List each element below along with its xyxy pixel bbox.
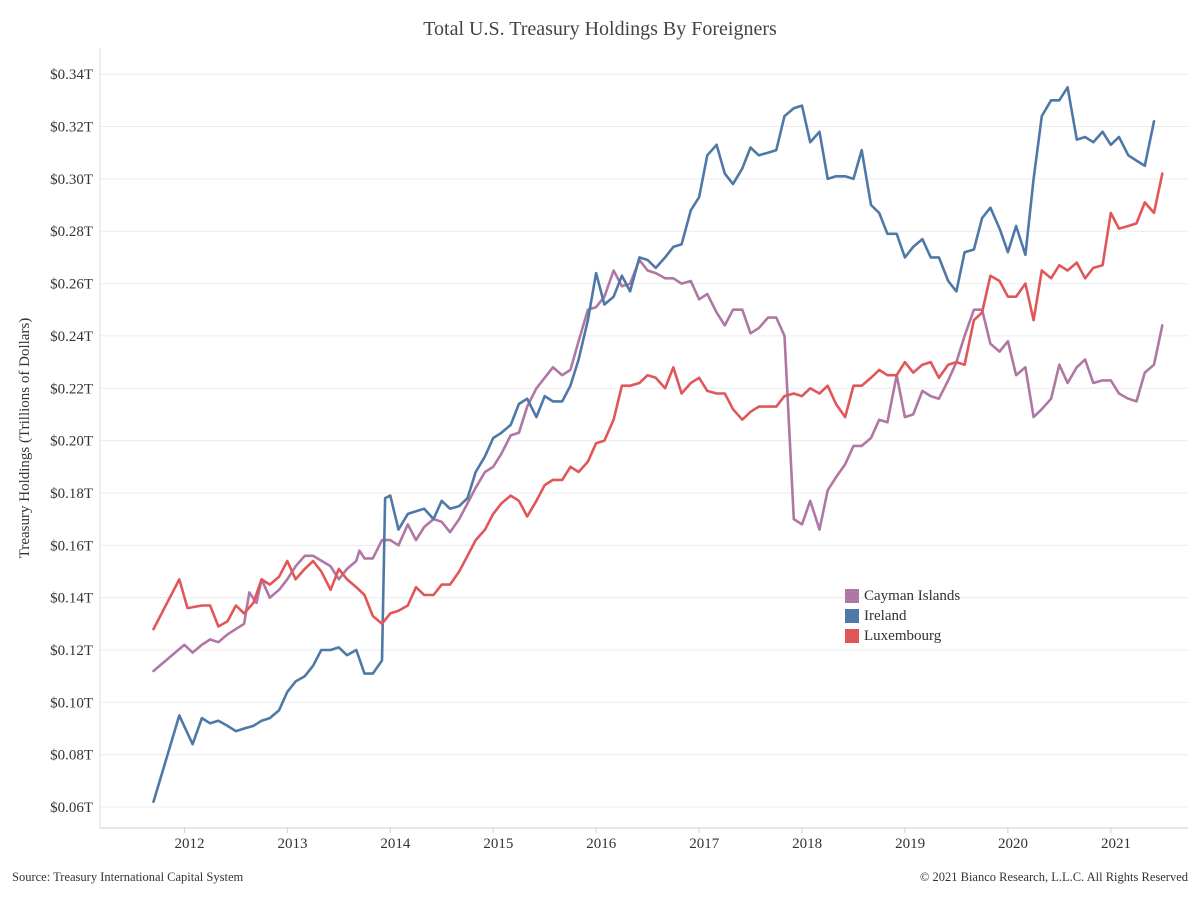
legend-swatch-ireland [845,609,859,623]
x-tick-label: 2021 [1101,836,1131,852]
legend-swatch-luxembourg [845,629,859,643]
legend: Cayman Islands Ireland Luxembourg [845,586,960,646]
x-tick-label: 2018 [792,836,822,852]
copyright-note: © 2021 Bianco Research, L.L.C. All Right… [919,870,1188,884]
y-tick-label: $0.08T [50,748,93,764]
source-note: Source: Treasury International Capital S… [12,870,244,884]
legend-label: Cayman Islands [864,587,961,604]
axes: $0.06T $0.08T $0.10T $0.12T $0.14T $0.16T $0.1… [50,48,1188,852]
y-axis-label: Treasury Holdings (Trillions of Dollars) [17,318,33,559]
series-line-ireland [152,86,1156,804]
y-tick-label: $0.18T [50,486,93,502]
y-tick-label: $0.16T [50,538,93,554]
y-tick-label: $0.34T [50,67,93,83]
legend-swatch-cayman-islands [845,589,859,603]
series-line-luxembourg [152,172,1164,631]
x-tick-label: 2017 [689,836,720,852]
x-tick-label: 2019 [895,836,925,852]
y-tick-label: $0.30T [50,172,93,188]
series-line-cayman-islands [152,258,1164,673]
legend-item-ireland[interactable]: Ireland [845,606,960,626]
x-tick-label: 2012 [175,836,205,852]
y-tick-label: $0.32T [50,120,93,136]
y-tick-label: $0.14T [50,591,93,607]
x-tick-label: 2013 [277,836,307,852]
chart-title: Total U.S. Treasury Holdings By Foreigne… [423,18,777,40]
legend-item-cayman-islands[interactable]: Cayman Islands [845,586,960,606]
y-tick-label: $0.22T [50,381,93,397]
y-tick-label: $0.28T [50,224,93,240]
x-tick-label: 2014 [380,836,411,852]
y-tick-label: $0.06T [50,800,93,816]
series-lines [152,86,1164,804]
x-tick-label: 2016 [586,836,617,852]
gridlines [100,73,1188,808]
x-tick-label: 2020 [998,836,1028,852]
y-tick-label: $0.26T [50,277,93,293]
y-tick-label: $0.12T [50,643,93,659]
y-tick-label: $0.20T [50,434,93,450]
y-tick-label: $0.10T [50,695,93,711]
y-tick-label: $0.24T [50,329,93,345]
legend-label: Ireland [864,607,907,624]
x-tick-label: 2015 [483,836,513,852]
legend-item-luxembourg[interactable]: Luxembourg [845,626,960,646]
legend-label: Luxembourg [864,627,942,644]
